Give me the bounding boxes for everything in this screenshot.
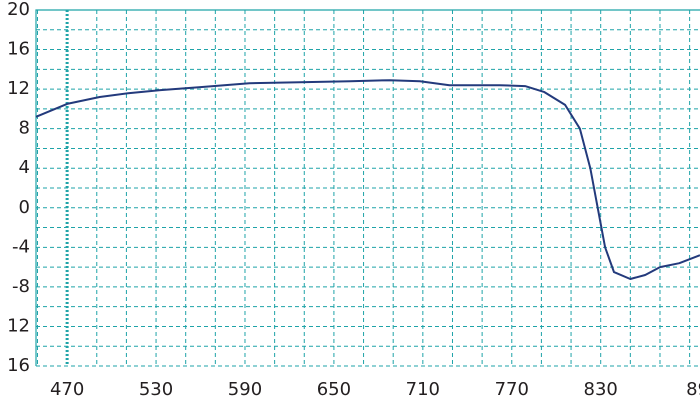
x-tick-label: 710 [406, 379, 440, 400]
y-tick-label: 8 [19, 118, 30, 139]
y-tick-label: 12 [7, 315, 30, 336]
x-tick-label: 590 [228, 379, 262, 400]
y-tick-label: 16 [7, 39, 30, 60]
x-tick-label: 650 [317, 379, 351, 400]
y-tick-label: -4 [12, 236, 30, 257]
y-tick-label: -8 [12, 276, 30, 297]
x-tick-label: 770 [495, 379, 529, 400]
y-tick-label: 16 [7, 355, 30, 376]
x-tick-label: 830 [584, 379, 618, 400]
y-tick-label: 4 [19, 157, 30, 178]
plot-frame [35, 9, 700, 366]
y-tick-label: 12 [7, 78, 30, 99]
data-line [35, 79, 700, 280]
y-tick-label: 20 [7, 0, 30, 20]
x-tick-label: 530 [139, 379, 173, 400]
x-tick-label: 89 [686, 379, 700, 400]
y-tick-label: 0 [19, 197, 30, 218]
x-tick-label: 470 [50, 379, 84, 400]
